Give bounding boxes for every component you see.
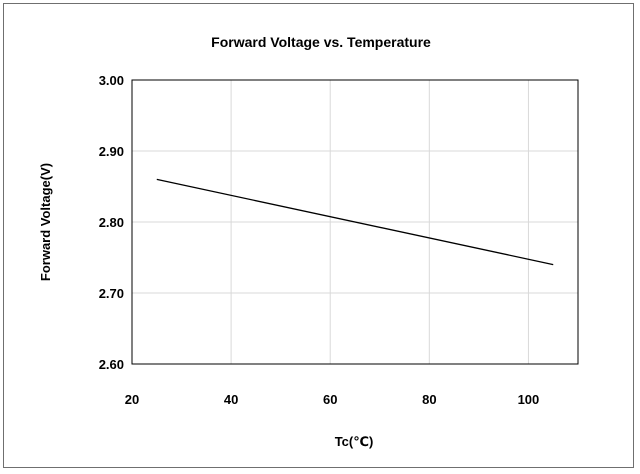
y-tick-labels: 2.60 2.70 2.80 2.90 3.00	[99, 73, 124, 372]
y-tick-label: 2.70	[99, 286, 124, 301]
x-tick-label: 40	[224, 392, 238, 407]
y-tick-label: 3.00	[99, 73, 124, 88]
y-tick-label: 2.60	[99, 357, 124, 372]
plot-area	[131, 79, 579, 365]
series-lines	[156, 178, 554, 266]
x-tick-label: 20	[125, 392, 139, 407]
x-tick-label: 80	[422, 392, 436, 407]
chart-title: Forward Voltage vs. Temperature	[211, 34, 431, 50]
x-tick-label: 100	[518, 392, 540, 407]
y-axis-label: Forward Voltage(V)	[38, 163, 53, 281]
series-line	[156, 178, 554, 266]
x-tick-labels: 20 40 60 80 100	[125, 392, 540, 407]
y-tick-label: 2.90	[99, 144, 124, 159]
x-axis-label: Tc(℃)	[335, 434, 374, 449]
y-tick-label: 2.80	[99, 215, 124, 230]
x-tick-label: 60	[323, 392, 337, 407]
